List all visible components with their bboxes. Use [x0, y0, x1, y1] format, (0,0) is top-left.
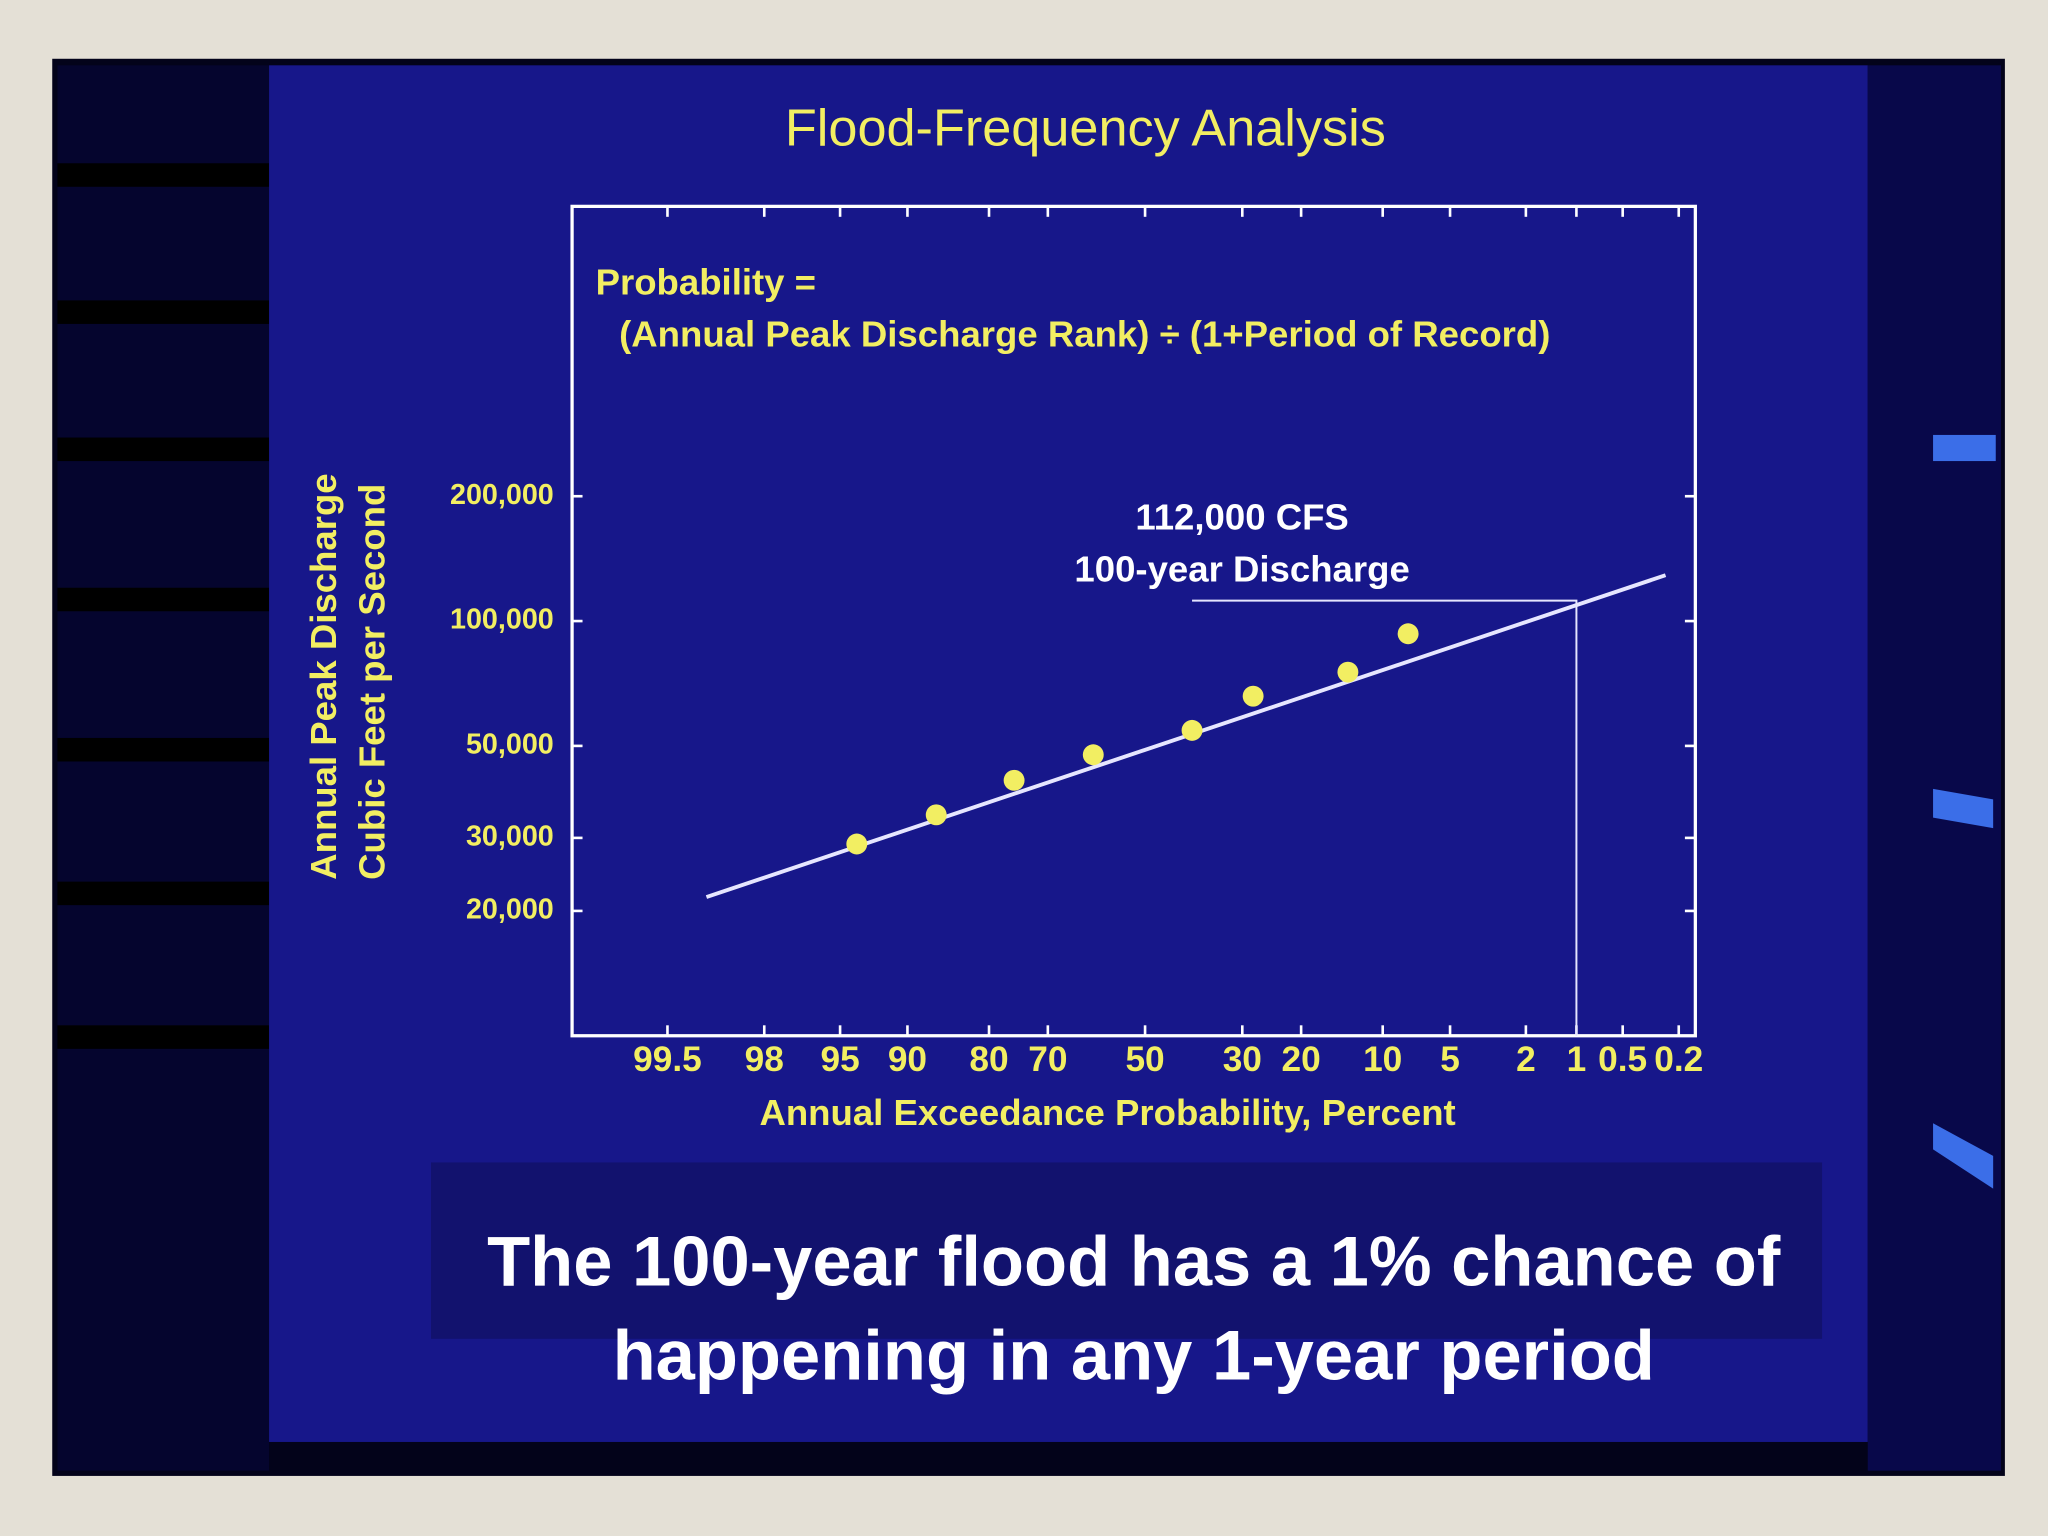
data-point	[1242, 685, 1264, 707]
x-tick-label: 5	[1440, 1040, 1460, 1079]
x-tick-label: 80	[969, 1040, 1008, 1079]
data-point	[1003, 769, 1025, 791]
data-point	[1082, 744, 1104, 766]
left-stripes	[57, 163, 270, 1049]
x-tick-label: 0.2	[1654, 1040, 1703, 1079]
reference-line	[1192, 599, 1578, 1036]
formula: (Annual Peak Discharge Rank) ÷ (1+Period…	[619, 314, 1550, 355]
data-point	[925, 804, 947, 826]
y-axis-label: Annual Peak Discharge	[303, 473, 344, 879]
data-point	[1337, 661, 1359, 683]
x-tick-label: 90	[888, 1040, 927, 1079]
x-tick-label: 50	[1125, 1040, 1164, 1079]
left-strip	[57, 65, 270, 1471]
x-tick-label: 95	[820, 1040, 859, 1079]
y-tick-label: 30,000	[466, 820, 554, 852]
right-accents	[1933, 434, 1996, 1189]
x-tick-label: 98	[745, 1040, 784, 1079]
x-tick-label: 70	[1028, 1040, 1067, 1079]
caption: happening in any 1-year period	[613, 1316, 1655, 1395]
caption: The 100-year flood has a 1% chance of	[487, 1222, 1781, 1301]
x-tick-label: 1	[1567, 1040, 1587, 1079]
x-tick-label: 99.5	[633, 1040, 702, 1079]
x-tick-label: 2	[1516, 1040, 1536, 1079]
data-point	[1397, 623, 1419, 645]
formula: Probability =	[596, 261, 816, 302]
x-axis-label: Annual Exceedance Probability, Percent	[759, 1092, 1455, 1133]
data-point	[846, 833, 868, 855]
annotation: 100-year Discharge	[1074, 549, 1409, 590]
x-tick-label: 0.5	[1598, 1040, 1647, 1079]
chart-title: Flood-Frequency Analysis	[785, 100, 1386, 158]
x-tick-label: 20	[1282, 1040, 1321, 1079]
right-strip	[1867, 65, 2001, 1471]
y-tick-label: 50,000	[466, 728, 554, 760]
x-tick-label: 10	[1363, 1040, 1402, 1079]
x-tick-label: 30	[1223, 1040, 1262, 1079]
caption-box	[431, 1162, 1823, 1339]
y-tick-label: 100,000	[450, 604, 554, 636]
y-tick-label: 20,000	[466, 894, 554, 926]
y-tick-label: 200,000	[450, 479, 554, 511]
y-axis-label: Cubic Feet per Second	[352, 484, 393, 880]
annotation: 112,000 CFS	[1135, 496, 1348, 537]
data-point	[1181, 719, 1203, 741]
